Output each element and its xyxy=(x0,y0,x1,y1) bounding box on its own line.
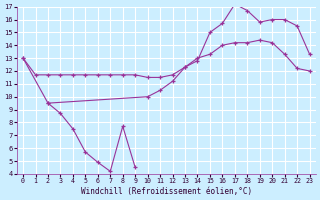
X-axis label: Windchill (Refroidissement éolien,°C): Windchill (Refroidissement éolien,°C) xyxy=(81,187,252,196)
